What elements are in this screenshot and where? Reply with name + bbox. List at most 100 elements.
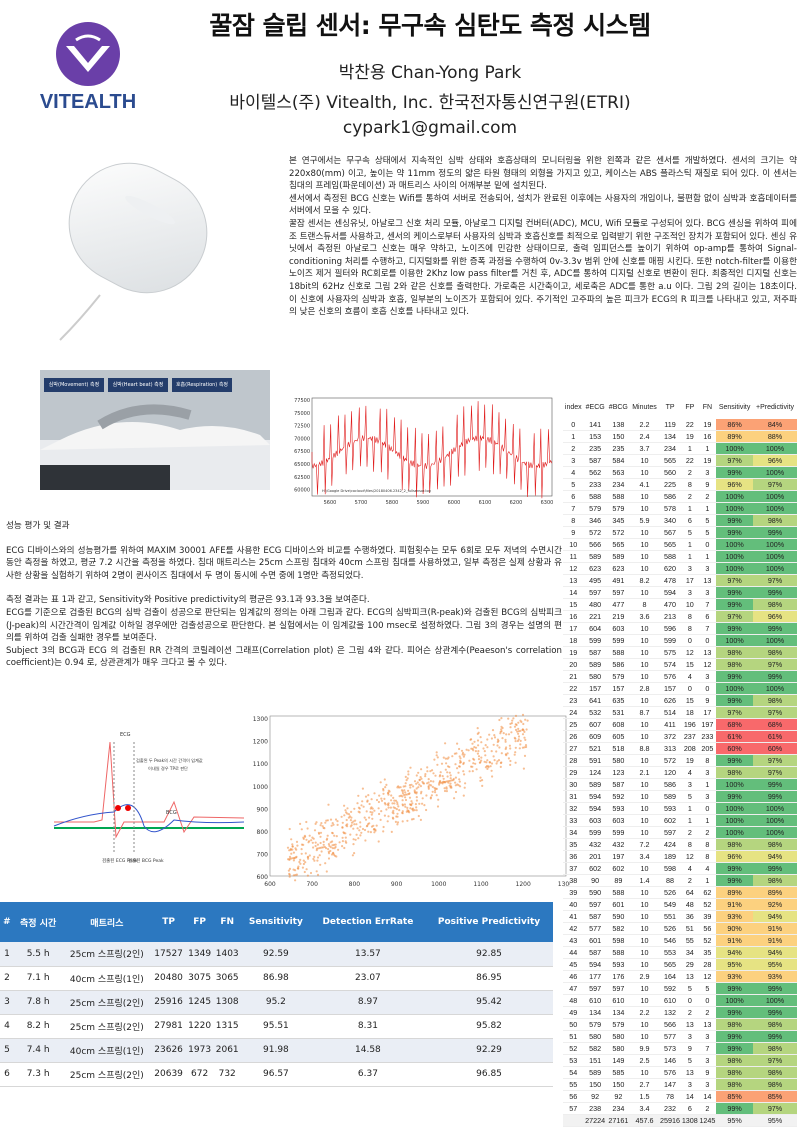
table-cell: 10 [629, 778, 660, 791]
scatter-point [292, 859, 295, 862]
scatter-point [347, 813, 351, 816]
table-cell: 0 [698, 634, 717, 647]
table-cell: 91% [753, 922, 797, 935]
table-cell: 95% [753, 1114, 797, 1127]
table-cell: 20480 [151, 966, 186, 991]
table-cell: 12 [563, 562, 584, 575]
table-cell: 96.57 [241, 1062, 311, 1087]
scatter-point [364, 795, 368, 798]
table-row: 25 607 608 10 411 196 197 68% 68% [563, 718, 797, 731]
scatter-point [438, 775, 441, 778]
scatter-point [352, 838, 355, 841]
table-cell: 84% [753, 419, 797, 431]
scatter-point [509, 747, 512, 750]
scatter-point [413, 780, 417, 783]
scatter-point [499, 765, 502, 768]
scatter-ytick: 1200 [253, 739, 268, 746]
scatter-ytick: 900 [257, 806, 269, 813]
scatter-point [483, 750, 486, 753]
table-cell: 85% [753, 1090, 797, 1103]
table-cell: 10 [629, 466, 660, 479]
table-row: 36 201 197 3.4 189 12 8 96% 94% [563, 850, 797, 863]
table-cell: 4 [681, 766, 699, 779]
scatter-point [327, 857, 331, 860]
table2-header: FN [702, 404, 713, 411]
scatter-point [458, 780, 461, 783]
table-cell: 1973 [185, 1038, 214, 1063]
table-cell: 234 [606, 478, 630, 491]
table-cell: 604 [583, 622, 607, 635]
table-cell: 432 [583, 838, 607, 851]
table-cell: 96% [716, 478, 754, 491]
scatter-xtick: 800 [349, 881, 361, 888]
scatter-point [470, 765, 473, 768]
ecg-xtick: 6000 [448, 500, 461, 506]
table-cell: 587 [606, 778, 630, 791]
scatter-point [331, 847, 334, 850]
scatter-point [517, 732, 520, 735]
scatter-point [462, 755, 465, 758]
scatter-point [501, 737, 504, 740]
scatter-point [379, 781, 382, 784]
table-cell: 572 [606, 526, 630, 539]
table-cell: 100% [753, 994, 797, 1007]
scatter-point [524, 738, 527, 741]
scatter-point [429, 784, 433, 787]
scatter-point [514, 740, 517, 743]
scatter-point [352, 843, 355, 846]
scatter-point [306, 856, 309, 859]
table-cell: 100% [716, 538, 754, 551]
table-cell: 99% [753, 790, 797, 803]
scatter-point [337, 848, 340, 851]
scatter-xtick: 1100 [473, 881, 488, 888]
scatter-point [300, 828, 303, 831]
table-cell: 2.9 [629, 970, 660, 983]
table-cell: 27224 [583, 1114, 607, 1127]
scatter-point [375, 798, 379, 802]
scatter-point [314, 822, 317, 825]
scatter-point [433, 758, 436, 761]
scatter-point [396, 823, 399, 826]
table-cell: 97% [753, 766, 797, 779]
scatter-point [407, 789, 410, 792]
table-cell: 91% [753, 934, 797, 947]
table-cell: 1 [698, 814, 717, 827]
scatter-point [315, 821, 318, 824]
table-cell: 4 [681, 670, 699, 683]
scatter-point [502, 732, 505, 735]
scatter-point [426, 782, 429, 785]
table-cell: 14 [563, 586, 584, 599]
table-cell: 141 [583, 419, 607, 431]
table-cell: 189 [659, 850, 682, 863]
table-cell: 10 [629, 526, 660, 539]
table-row: 8 346 345 5.9 340 6 5 99% 98% [563, 514, 797, 527]
table-row: 33 603 603 10 602 1 1 100% 100% [563, 814, 797, 827]
table-cell: 3 [563, 454, 584, 467]
scatter-point [490, 762, 494, 765]
table-cell: 36 [563, 850, 584, 863]
sensor-device-image [59, 162, 208, 341]
scatter-point [304, 835, 307, 838]
scatter-point [521, 713, 525, 716]
scatter-point [401, 803, 404, 806]
table-cell: 95.42 [425, 990, 553, 1015]
table-cell: 477 [606, 598, 630, 611]
scatter-point [396, 812, 399, 815]
scatter-point [389, 806, 392, 809]
table-cell: 5 [698, 514, 717, 527]
table-cell: 3 [681, 1078, 699, 1091]
scatter-point [361, 800, 364, 803]
table-cell: 3 [681, 562, 699, 575]
scatter-point [445, 790, 448, 793]
scatter-point [490, 769, 493, 772]
scatter-point [517, 721, 520, 724]
scatter-point [426, 766, 429, 769]
table-row: 48 610 610 10 610 0 0 100% 100% [563, 994, 797, 1007]
ecg-xtick: 5700 [355, 500, 368, 506]
table-cell: 6 [0, 1062, 14, 1087]
table-row: 17 604 603 10 596 8 7 99% 99% [563, 622, 797, 635]
table-cell: 22 [563, 682, 584, 695]
scatter-point [429, 780, 432, 783]
scatter-point [329, 846, 332, 849]
scatter-point [471, 770, 474, 773]
